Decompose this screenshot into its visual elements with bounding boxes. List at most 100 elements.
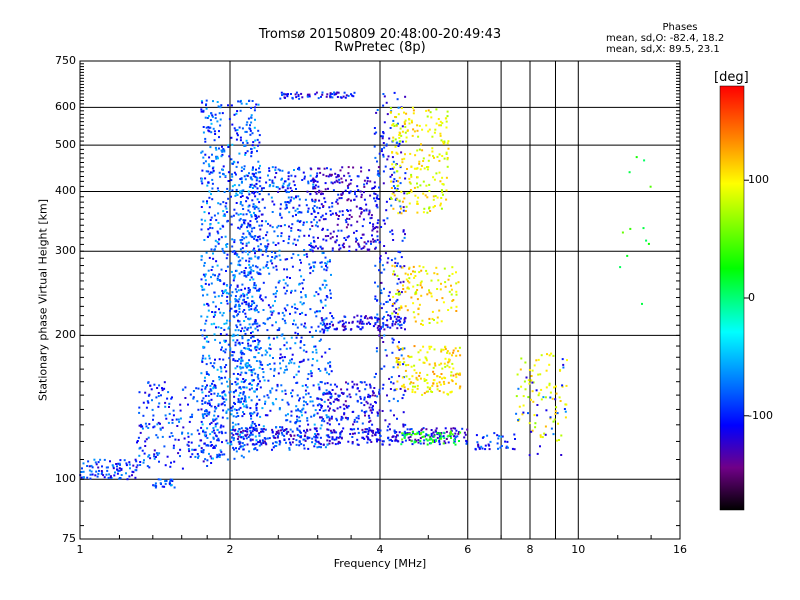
echo-point: [408, 439, 411, 441]
echo-point: [377, 219, 380, 222]
echo-point: [365, 435, 368, 438]
echo-point: [431, 317, 434, 320]
echo-point: [137, 436, 140, 439]
echo-point: [515, 395, 518, 398]
echo-point: [363, 396, 366, 399]
echo-point: [435, 438, 437, 441]
echo-point: [226, 253, 229, 256]
echo-point: [315, 315, 318, 318]
echo-point: [200, 258, 203, 261]
echo-point: [329, 361, 332, 364]
echo-point: [403, 192, 406, 195]
echo-point: [311, 400, 314, 403]
echo-point: [241, 327, 244, 330]
echo-point: [250, 414, 252, 417]
echo-point: [391, 440, 394, 442]
echo-point: [342, 242, 345, 245]
echo-point: [249, 278, 252, 281]
echo-point: [222, 201, 225, 204]
echo-point: [355, 416, 358, 419]
echo-point: [391, 264, 394, 267]
echo-point: [211, 153, 213, 156]
echo-point: [417, 135, 420, 138]
echo-point: [426, 439, 429, 442]
echo-point: [418, 265, 421, 268]
echo-point: [400, 443, 403, 446]
echo-point: [327, 398, 330, 401]
echo-point: [407, 364, 410, 366]
echo-point: [314, 261, 317, 264]
echo-point: [311, 364, 314, 367]
echo-point: [204, 116, 207, 119]
echo-point: [319, 427, 322, 430]
echo-point: [441, 122, 444, 125]
echo-point: [302, 349, 305, 352]
echo-point: [376, 395, 379, 398]
echo-point: [264, 296, 267, 299]
echo-point: [345, 226, 348, 229]
echo-point: [225, 257, 228, 260]
echo-point: [242, 208, 245, 210]
echo-point: [257, 215, 260, 218]
echo-point: [299, 229, 302, 232]
echo-point: [231, 162, 234, 165]
echo-point: [439, 437, 441, 440]
echo-point: [254, 309, 257, 312]
echo-point: [452, 351, 455, 354]
echo-point: [238, 341, 241, 344]
echo-point: [303, 175, 306, 178]
echo-point: [427, 434, 430, 437]
echo-point: [441, 176, 444, 179]
echo-point: [450, 427, 453, 430]
echo-point: [554, 398, 557, 401]
echo-point: [248, 388, 251, 391]
echo-point: [376, 414, 379, 417]
echo-point: [341, 244, 344, 247]
echo-point: [290, 358, 293, 361]
echo-point: [208, 256, 211, 259]
echo-point: [240, 225, 243, 228]
echo-point: [267, 396, 270, 399]
echo-point: [360, 193, 363, 196]
echo-point: [333, 409, 336, 412]
echo-point: [252, 175, 255, 177]
echo-point: [241, 238, 244, 241]
echo-point: [320, 203, 323, 206]
echo-point: [375, 372, 377, 375]
echo-point: [562, 363, 565, 366]
echo-point: [388, 137, 391, 140]
echo-point: [240, 427, 243, 430]
echo-point: [355, 205, 358, 208]
echo-point: [296, 239, 299, 242]
echo-point: [208, 212, 210, 215]
echo-point: [285, 365, 288, 368]
echo-point: [319, 171, 322, 174]
echo-point: [343, 412, 346, 415]
echo-point: [161, 387, 163, 390]
echo-point: [291, 223, 294, 226]
echo-point: [363, 198, 366, 201]
echo-point: [281, 169, 284, 172]
echo-point: [404, 153, 406, 156]
echo-point: [347, 198, 350, 201]
echo-point: [401, 130, 404, 133]
echo-point: [386, 217, 389, 220]
echo-point: [200, 206, 203, 208]
echo-point: [236, 134, 239, 137]
echo-point: [391, 341, 394, 344]
echo-point: [284, 369, 287, 371]
echo-point: [306, 255, 309, 258]
echo-point: [544, 396, 547, 399]
echo-point: [282, 278, 285, 281]
echo-point: [307, 182, 310, 185]
echo-point: [235, 324, 238, 327]
echo-point: [371, 406, 374, 409]
echo-point: [427, 390, 430, 393]
echo-point: [372, 391, 375, 394]
echo-point: [213, 384, 216, 387]
echo-point: [271, 430, 274, 433]
echo-point: [373, 192, 376, 195]
echo-point: [215, 407, 218, 409]
echo-point: [426, 434, 429, 437]
echo-point: [244, 400, 247, 403]
